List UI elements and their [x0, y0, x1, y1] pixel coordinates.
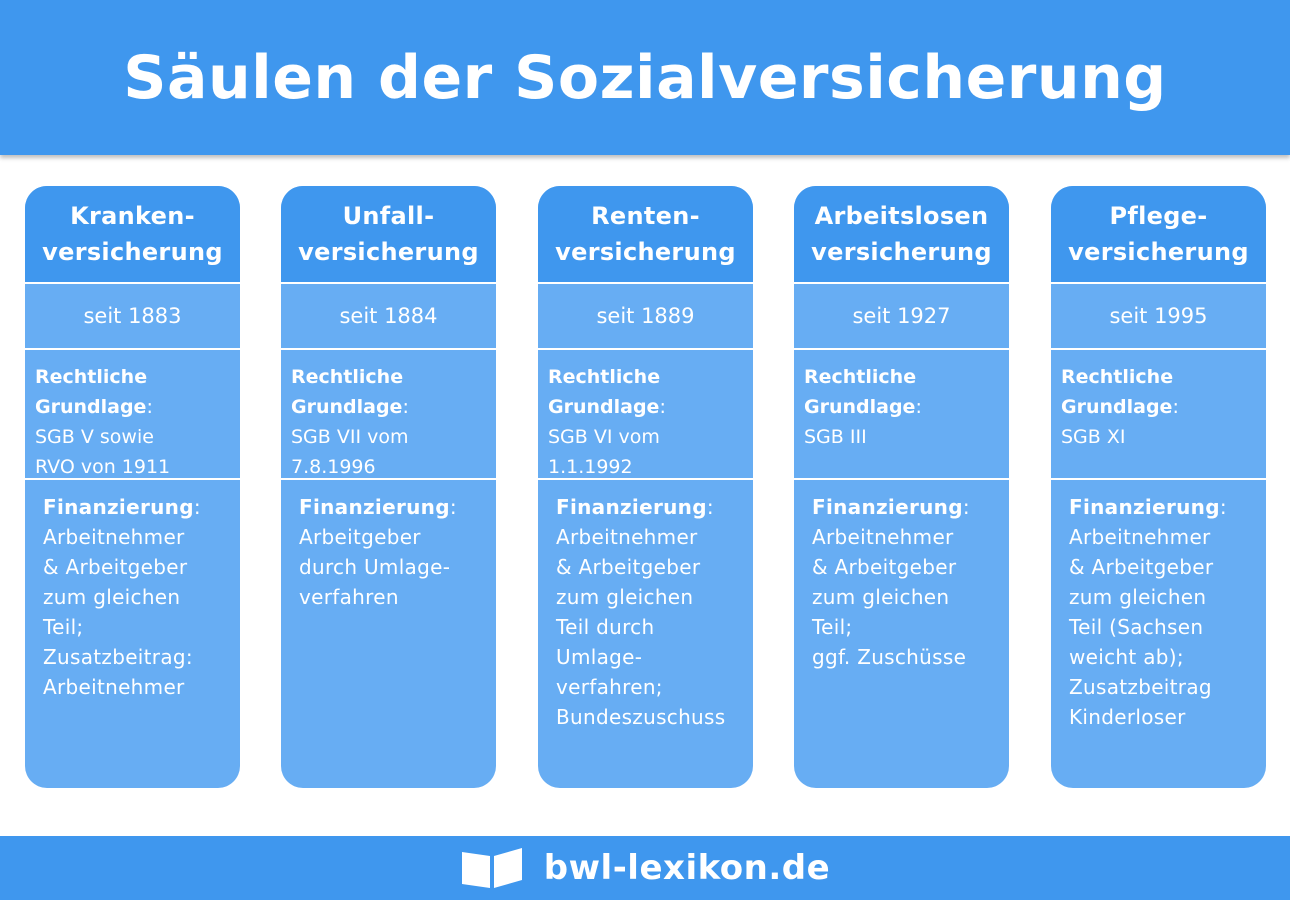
pillar-since: seit 1889 [538, 284, 753, 350]
pillar-since: seit 1995 [1051, 284, 1266, 350]
pillar-since: seit 1883 [25, 284, 240, 350]
finance-line: verfahren [299, 585, 399, 609]
legal-value-line: SGB VI vom [548, 426, 660, 448]
finance-line: Teil; [812, 615, 853, 639]
pillar-title-line2: versicherung [811, 238, 992, 266]
finance-label: Finanzierung [1069, 495, 1220, 519]
pillar-legal-basis: Rechtliche Grundlage: SGB VI vom 1.1.199… [538, 350, 753, 480]
legal-label-2: Grundlage [1061, 396, 1173, 418]
finance-line: ggf. Zuschüsse [812, 645, 967, 669]
legal-value-line: SGB XI [1061, 426, 1126, 448]
pillar-krankenversicherung: Kranken- versicherung seit 1883 Rechtlic… [25, 186, 240, 788]
pillar-unfallversicherung: Unfall- versicherung seit 1884 Rechtlich… [281, 186, 496, 788]
pillar-financing: Finanzierung: Arbeitgeber durch Umlage- … [281, 480, 496, 612]
pillar-title-line2: versicherung [555, 238, 736, 266]
finance-line: Arbeitnehmer [556, 525, 698, 549]
finance-line: durch Umlage- [299, 555, 451, 579]
legal-label: Rechtliche [548, 366, 661, 388]
finance-line: Arbeitnehmer [43, 675, 185, 699]
pillar-legal-basis: Rechtliche Grundlage: SGB V sowie RVO vo… [25, 350, 240, 480]
finance-line: Arbeitnehmer [43, 525, 185, 549]
finance-line: Arbeitnehmer [812, 525, 954, 549]
finance-line: & Arbeitgeber [812, 555, 957, 579]
brand-name[interactable]: bwl-lexikon.de [543, 848, 831, 888]
finance-line: Arbeitgeber [299, 525, 421, 549]
footer-banner: bwl-lexikon.de [0, 836, 1290, 900]
legal-label-2: Grundlage [35, 396, 147, 418]
finance-line: Arbeitnehmer [1069, 525, 1211, 549]
finance-line: weicht ab); [1069, 645, 1184, 669]
finance-line: zum gleichen [812, 585, 950, 609]
pillar-title: Kranken- versicherung [25, 186, 240, 284]
page-title: Säulen der Sozialversicherung [123, 42, 1167, 113]
pillar-title: Arbeitslosen versicherung [794, 186, 1009, 284]
finance-label: Finanzierung [556, 495, 707, 519]
pillar-title-line2: versicherung [298, 238, 479, 266]
legal-value-line: 7.8.1996 [291, 456, 376, 478]
legal-label: Rechtliche [1061, 366, 1174, 388]
pillar-title: Renten- versicherung [538, 186, 753, 284]
finance-line: Teil; [43, 615, 84, 639]
pillar-title-line1: Pflege- [1109, 202, 1208, 230]
pillar-title: Unfall- versicherung [281, 186, 496, 284]
pillar-financing: Finanzierung: Arbeitnehmer & Arbeitgeber… [1051, 480, 1266, 732]
finance-line: verfahren; [556, 675, 663, 699]
pillar-legal-basis: Rechtliche Grundlage: SGB III [794, 350, 1009, 480]
pillar-pflegeversicherung: Pflege- versicherung seit 1995 Rechtlich… [1051, 186, 1266, 788]
legal-label-2: Grundlage [548, 396, 660, 418]
finance-line: Teil durch [556, 615, 655, 639]
open-book-icon [461, 848, 522, 888]
finance-label: Finanzierung [812, 495, 963, 519]
pillar-title-line2: versicherung [1068, 238, 1249, 266]
pillar-arbeitslosenversicherung: Arbeitslosen versicherung seit 1927 Rech… [794, 186, 1009, 788]
pillar-financing: Finanzierung: Arbeitnehmer & Arbeitgeber… [794, 480, 1009, 672]
finance-line: & Arbeitgeber [43, 555, 188, 579]
finance-line: zum gleichen [556, 585, 694, 609]
finance-line: Umlage- [556, 645, 643, 669]
finance-line: Bundeszuschuss [556, 705, 726, 729]
finance-line: Kinderloser [1069, 705, 1186, 729]
pillar-title-line1: Unfall- [342, 202, 435, 230]
header-banner: Säulen der Sozialversicherung [0, 0, 1290, 155]
pillar-title-line1: Arbeitslosen [814, 202, 989, 230]
pillar-legal-basis: Rechtliche Grundlage: SGB VII vom 7.8.19… [281, 350, 496, 480]
finance-line: & Arbeitgeber [556, 555, 701, 579]
finance-line: & Arbeitgeber [1069, 555, 1214, 579]
legal-label: Rechtliche [35, 366, 148, 388]
pillar-since: seit 1927 [794, 284, 1009, 350]
pillar-title: Pflege- versicherung [1051, 186, 1266, 284]
finance-label: Finanzierung [43, 495, 194, 519]
finance-line: zum gleichen [1069, 585, 1207, 609]
legal-value-line: SGB VII vom [291, 426, 409, 448]
legal-label: Rechtliche [804, 366, 917, 388]
pillar-financing: Finanzierung: Arbeitnehmer & Arbeitgeber… [538, 480, 753, 732]
finance-label: Finanzierung [299, 495, 450, 519]
finance-line: Teil (Sachsen [1069, 615, 1204, 639]
legal-label-2: Grundlage [804, 396, 916, 418]
pillar-legal-basis: Rechtliche Grundlage: SGB XI [1051, 350, 1266, 480]
legal-value-line: 1.1.1992 [548, 456, 633, 478]
legal-value-line: SGB V sowie [35, 426, 154, 448]
pillar-title-line2: versicherung [42, 238, 223, 266]
pillar-title-line1: Renten- [591, 202, 700, 230]
legal-label: Rechtliche [291, 366, 404, 388]
pillar-financing: Finanzierung: Arbeitnehmer & Arbeitgeber… [25, 480, 240, 702]
finance-line: Zusatzbeitrag: [43, 645, 193, 669]
pillars-container: Kranken- versicherung seit 1883 Rechtlic… [0, 186, 1290, 788]
finance-line: zum gleichen [43, 585, 181, 609]
legal-value-line: SGB III [804, 426, 867, 448]
legal-label-2: Grundlage [291, 396, 403, 418]
finance-line: Zusatzbeitrag [1069, 675, 1212, 699]
legal-value-line: RVO von 1911 [35, 456, 171, 478]
pillar-since: seit 1884 [281, 284, 496, 350]
pillar-rentenversicherung: Renten- versicherung seit 1889 Rechtlich… [538, 186, 753, 788]
pillar-title-line1: Kranken- [70, 202, 195, 230]
